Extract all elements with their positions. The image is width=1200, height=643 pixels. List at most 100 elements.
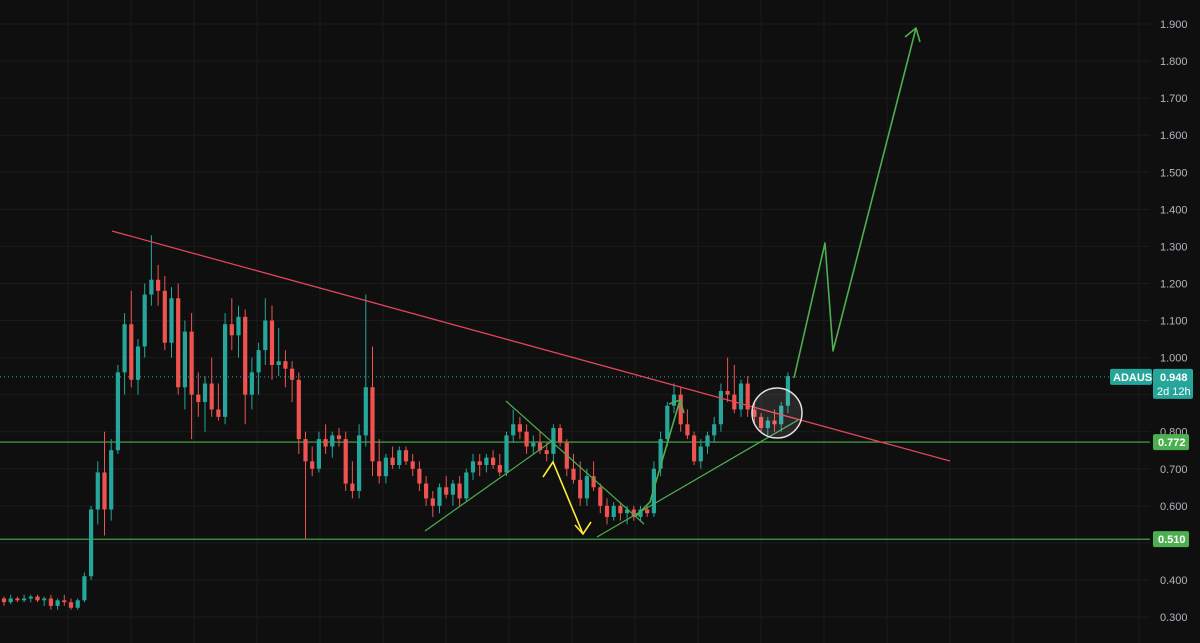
candle: [377, 439, 382, 484]
candle-body: [28, 596, 33, 599]
candle-body: [290, 368, 295, 380]
candle: [142, 283, 147, 358]
candle-body: [176, 298, 181, 388]
y-tick-label: 0.300: [1160, 612, 1188, 624]
candle-body: [604, 505, 610, 517]
candle-body: [202, 383, 208, 403]
candle: [196, 372, 201, 417]
candle-body: [115, 372, 120, 451]
level-badge-bg: [1153, 531, 1189, 548]
price-badge-bg: [1153, 368, 1193, 399]
candle: [149, 235, 154, 306]
candle: [504, 431, 509, 477]
candle: [491, 450, 496, 469]
candle-body: [430, 498, 435, 506]
candle-body: [169, 298, 174, 343]
candle: [263, 298, 268, 365]
candle-body: [611, 505, 616, 517]
candle-body: [410, 461, 415, 469]
candle-body: [55, 600, 60, 606]
candle-body: [571, 468, 576, 480]
candle: [531, 435, 536, 454]
y-tick-label: 1.300: [1160, 241, 1188, 253]
candle: [403, 446, 409, 466]
level-badge-bg: [1153, 434, 1189, 451]
candle-body: [712, 424, 717, 436]
candle-body: [517, 424, 522, 432]
candle: [470, 453, 476, 480]
y-tick-label: 1.400: [1160, 204, 1188, 216]
candle: [745, 376, 750, 417]
candle-body: [497, 465, 502, 473]
candle: [42, 596, 47, 606]
countdown-label: 2d 12h: [1157, 386, 1191, 398]
candle: [15, 596, 20, 603]
candle-body: [209, 383, 214, 410]
candle: [135, 339, 141, 395]
y-tick-label: 1.000: [1160, 353, 1188, 365]
pattern-drawings: [424, 400, 799, 538]
candle-body: [638, 509, 643, 517]
y-tick-label: 1.700: [1160, 93, 1188, 105]
candles: [1, 235, 790, 610]
candle-body: [524, 431, 529, 447]
y-tick-label: 1.100: [1160, 316, 1188, 328]
candle-body: [48, 598, 53, 606]
candle-body: [444, 487, 449, 495]
candle: [115, 364, 120, 454]
falling-channel-line: [505, 400, 645, 525]
candle-body: [671, 394, 677, 406]
candle: [89, 505, 94, 580]
level-price-badge: 0.772: [1153, 434, 1189, 451]
candle: [390, 446, 395, 469]
descending-trendline: [111, 230, 951, 462]
candle-body: [330, 435, 335, 447]
candle: [223, 313, 228, 425]
candle-body: [558, 427, 563, 443]
rising-trendline-right: [596, 419, 799, 538]
candle-body: [162, 290, 167, 343]
candle-body: [1, 598, 7, 603]
candle: [752, 402, 757, 425]
candle: [269, 305, 275, 380]
candle: [189, 313, 194, 440]
candle: [383, 453, 388, 484]
candle-body: [738, 383, 744, 410]
candle: [638, 505, 643, 521]
candle: [182, 320, 187, 410]
candle-body: [765, 420, 770, 428]
candle: [417, 461, 422, 491]
candle: [685, 409, 690, 440]
candle: [122, 313, 127, 395]
candle-body: [403, 450, 409, 462]
candle-body: [263, 320, 268, 351]
candle: [109, 439, 114, 521]
candle: [236, 305, 241, 358]
candle-body: [450, 483, 455, 495]
breakout-highlight-circle: [751, 387, 803, 439]
candle-body: [424, 483, 429, 499]
candle: [705, 431, 710, 454]
candle-body: [531, 442, 536, 447]
candle: [598, 483, 603, 514]
candle: [712, 416, 717, 443]
candle: [28, 594, 33, 603]
candle-body: [504, 435, 509, 473]
level-price-badge: 0.510: [1153, 531, 1189, 548]
candle-body: [296, 379, 301, 440]
candle: [310, 446, 315, 477]
candle-body: [705, 435, 710, 447]
candle: [604, 498, 610, 525]
candle: [692, 431, 697, 466]
decline-arrow-head: [574, 521, 592, 536]
candle-body: [598, 487, 603, 506]
candle: [290, 361, 295, 403]
y-tick-label: 0.400: [1160, 575, 1188, 587]
candle: [343, 431, 348, 491]
candle: [765, 416, 770, 436]
candle: [209, 357, 214, 417]
candle: [156, 264, 161, 306]
candle-body: [303, 439, 308, 462]
